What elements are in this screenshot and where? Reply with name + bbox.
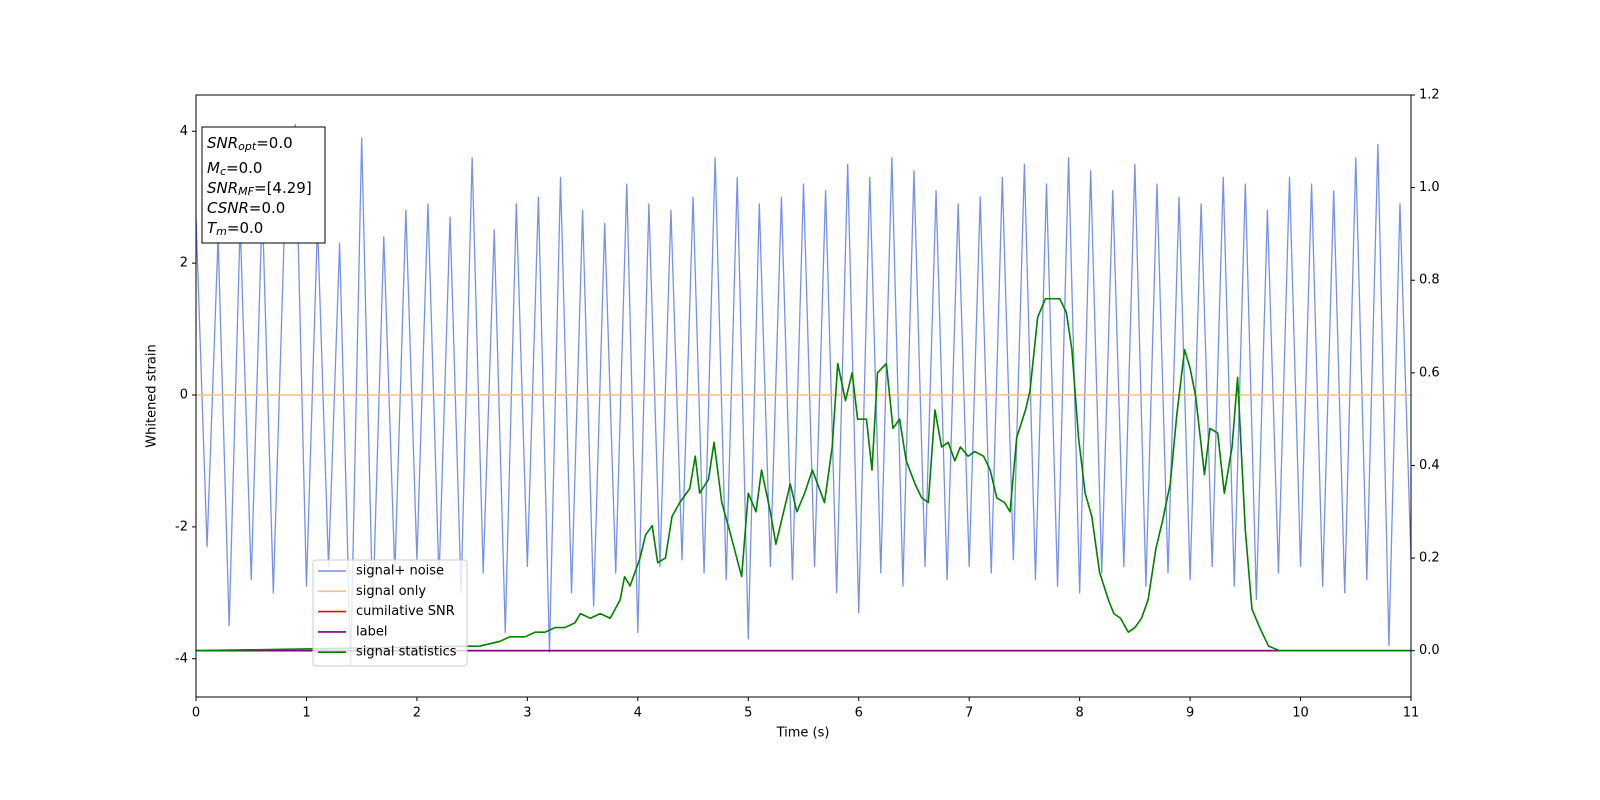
annotation-line: SNRopt=0.0	[207, 134, 293, 154]
annotation-subscript: m	[216, 225, 227, 238]
annotation-subscript: c	[220, 165, 226, 178]
legend-label: signal only	[356, 584, 426, 599]
x-tick-label: 2	[413, 706, 421, 721]
annotation-value: =[4.29]	[254, 179, 312, 197]
y2-tick-label: 0.4	[1419, 458, 1440, 473]
plot-frame	[195, 94, 1412, 698]
x-tick-label: 8	[1075, 706, 1083, 721]
annotation-frame	[201, 126, 326, 244]
x-tick-label: 6	[855, 706, 863, 721]
x-tick-label: 7	[965, 706, 973, 721]
annotation-symbol: SNR	[207, 134, 238, 152]
x-tick-label: 9	[1186, 706, 1194, 721]
annotation-value: =0.0	[249, 199, 285, 217]
annotation-subscript: opt	[238, 140, 257, 153]
annotation-symbol: M	[207, 159, 220, 177]
x-tick-label: 1	[302, 706, 310, 721]
y2-tick-label: 0.6	[1419, 365, 1440, 380]
y2-tick-label: 0.8	[1419, 273, 1440, 288]
x-tick-label: 10	[1292, 706, 1309, 721]
y-tick-label: 4	[180, 124, 188, 139]
annotation-line: CSNR=0.0	[207, 199, 285, 217]
annotation-symbol: CSNR	[207, 199, 249, 217]
y-tick-label: -2	[175, 519, 188, 534]
annotation-box: SNRopt=0.0Mc=0.0SNRMF=[4.29]CSNR=0.0Tm=0…	[201, 126, 326, 244]
legend-label: cumilative SNR	[356, 604, 455, 619]
y2-tick-label: 1.2	[1419, 88, 1440, 103]
annotation-line: Mc=0.0	[207, 159, 262, 179]
x-tick-label: 4	[634, 706, 642, 721]
y2-tick-label: 0.2	[1419, 551, 1440, 566]
x-tick-label: 3	[523, 706, 531, 721]
annotation-value: =0.0	[256, 134, 292, 152]
annotation-value: =0.0	[227, 219, 263, 237]
legend-label: signal statistics	[356, 645, 457, 660]
x-tick-label: 11	[1403, 706, 1420, 721]
annotation-line: SNRMF=[4.29]	[207, 179, 312, 199]
y-axis-label: Whitened strain	[145, 344, 160, 447]
y2-tick-label: 0.0	[1419, 643, 1440, 658]
legend-label: signal+ noise	[356, 564, 444, 579]
x-tick-label: 5	[744, 706, 752, 721]
annotation-line: Tm=0.0	[207, 219, 263, 239]
series-line	[196, 297, 1411, 652]
annotation-symbol: SNR	[207, 179, 238, 197]
x-axis-label: Time (s)	[776, 726, 830, 741]
legend: signal+ noise signal only cumilative SNR la…	[312, 559, 468, 667]
y2-tick-label: 1.0	[1419, 180, 1440, 195]
y-tick-label: 2	[180, 256, 188, 271]
legend-label: label	[356, 624, 387, 639]
y-tick-label: 0	[180, 388, 188, 403]
annotation-value: =0.0	[226, 159, 262, 177]
y-tick-label: -4	[175, 651, 188, 666]
legend-frame	[312, 559, 468, 667]
x-tick-label: 0	[192, 706, 200, 721]
annotation-symbol: T	[207, 219, 218, 237]
annotation-subscript: MF	[238, 185, 254, 198]
